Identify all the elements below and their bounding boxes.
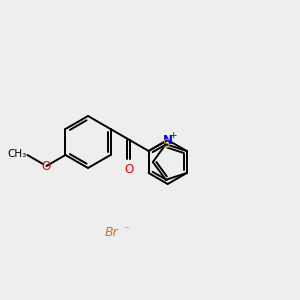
Text: CH₃: CH₃: [7, 149, 26, 159]
Text: O: O: [42, 160, 51, 172]
Text: +: +: [169, 130, 176, 140]
Text: N: N: [163, 134, 173, 146]
Text: Br: Br: [105, 226, 119, 238]
Text: O: O: [124, 163, 133, 176]
Text: S: S: [162, 138, 169, 151]
Text: ⁻: ⁻: [123, 225, 129, 235]
